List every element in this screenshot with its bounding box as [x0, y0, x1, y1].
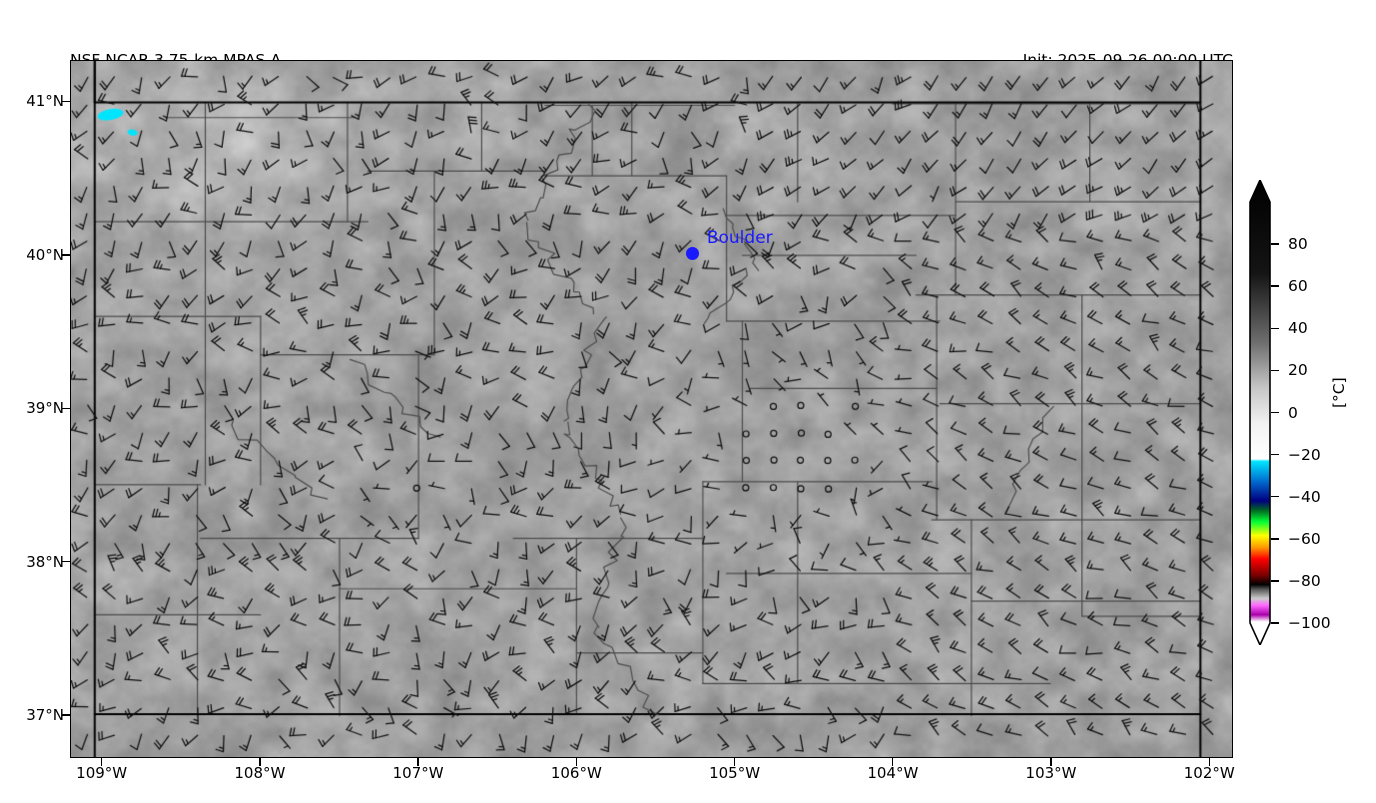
- longitude-tick-mark: [575, 758, 578, 766]
- latitude-tick-mark: [62, 714, 70, 716]
- colorbar-tick-mark: [1271, 453, 1279, 456]
- longitude-tick-mark: [892, 758, 894, 766]
- longitude-tick-106°W: 106°W: [550, 764, 602, 782]
- latitude-tick-38°N: 38°N: [26, 552, 64, 571]
- colorbar-tick-mark: [1271, 495, 1279, 498]
- boulder-city-label: Boulder: [706, 227, 773, 248]
- colorbar-tick--20: −20: [1288, 445, 1321, 464]
- longitude-tick-107°W: 107°W: [392, 764, 444, 782]
- longitude-tick-mark: [1050, 758, 1052, 766]
- longitude-tick-105°W: 105°W: [709, 764, 761, 782]
- longitude-tick-103°W: 103°W: [1025, 764, 1077, 782]
- colorbar-tick--100: −100: [1288, 614, 1331, 632]
- longitude-tick-108°W: 108°W: [234, 764, 286, 782]
- longitude-tick-mark: [1208, 758, 1210, 766]
- colorbar-tick-mark: [1271, 285, 1279, 287]
- latitude-tick-mark: [62, 407, 70, 409]
- colorbar-unit-label: [°C]: [1330, 377, 1348, 408]
- colorbar-outline: [1249, 180, 1271, 645]
- latitude-tick-39°N: 39°N: [26, 399, 64, 418]
- longitude-tick-mark: [733, 758, 736, 766]
- colorbar-tick-20: 20: [1288, 361, 1308, 380]
- longitude-tick-mark: [100, 758, 103, 766]
- colorbar-tick--80: −80: [1288, 571, 1321, 590]
- colorbar-tick-mark: [1271, 622, 1279, 624]
- latitude-tick-37°N: 37°N: [26, 706, 64, 725]
- longitude-tick-104°W: 104°W: [867, 764, 919, 782]
- colorbar-tick-mark: [1271, 580, 1279, 582]
- latitude-tick-40°N: 40°N: [26, 245, 64, 264]
- colorbar-tick-mark: [1271, 411, 1279, 414]
- ir-brightness-temperature-raster: [71, 61, 1232, 757]
- boulder-city-marker: [686, 247, 700, 261]
- longitude-tick-102°W: 102°W: [1183, 764, 1235, 782]
- colorbar-tick-0: 0: [1288, 403, 1298, 422]
- colorbar-tick--40: −40: [1288, 487, 1321, 506]
- colorbar-gradient: [1249, 180, 1271, 645]
- colorbar-tick--60: −60: [1288, 529, 1321, 548]
- colorbar-tick-mark: [1271, 327, 1279, 330]
- map-plot-area[interactable]: Boulder: [70, 60, 1233, 758]
- latitude-tick-mark: [62, 254, 70, 256]
- temperature-colorbar: [1249, 180, 1271, 645]
- colorbar-tick-80: 80: [1288, 235, 1308, 254]
- latitude-tick-mark: [62, 560, 70, 563]
- latitude-tick-41°N: 41°N: [26, 92, 64, 111]
- latitude-tick-mark: [62, 100, 70, 103]
- colorbar-tick-40: 40: [1288, 319, 1308, 338]
- longitude-tick-mark: [417, 758, 419, 766]
- colorbar-tick-60: 60: [1288, 277, 1308, 296]
- colorbar-tick-mark: [1271, 369, 1279, 372]
- longitude-tick-mark: [259, 758, 261, 766]
- colorbar-tick-mark: [1271, 243, 1279, 245]
- longitude-tick-109°W: 109°W: [76, 764, 128, 782]
- colorbar-tick-mark: [1271, 538, 1279, 540]
